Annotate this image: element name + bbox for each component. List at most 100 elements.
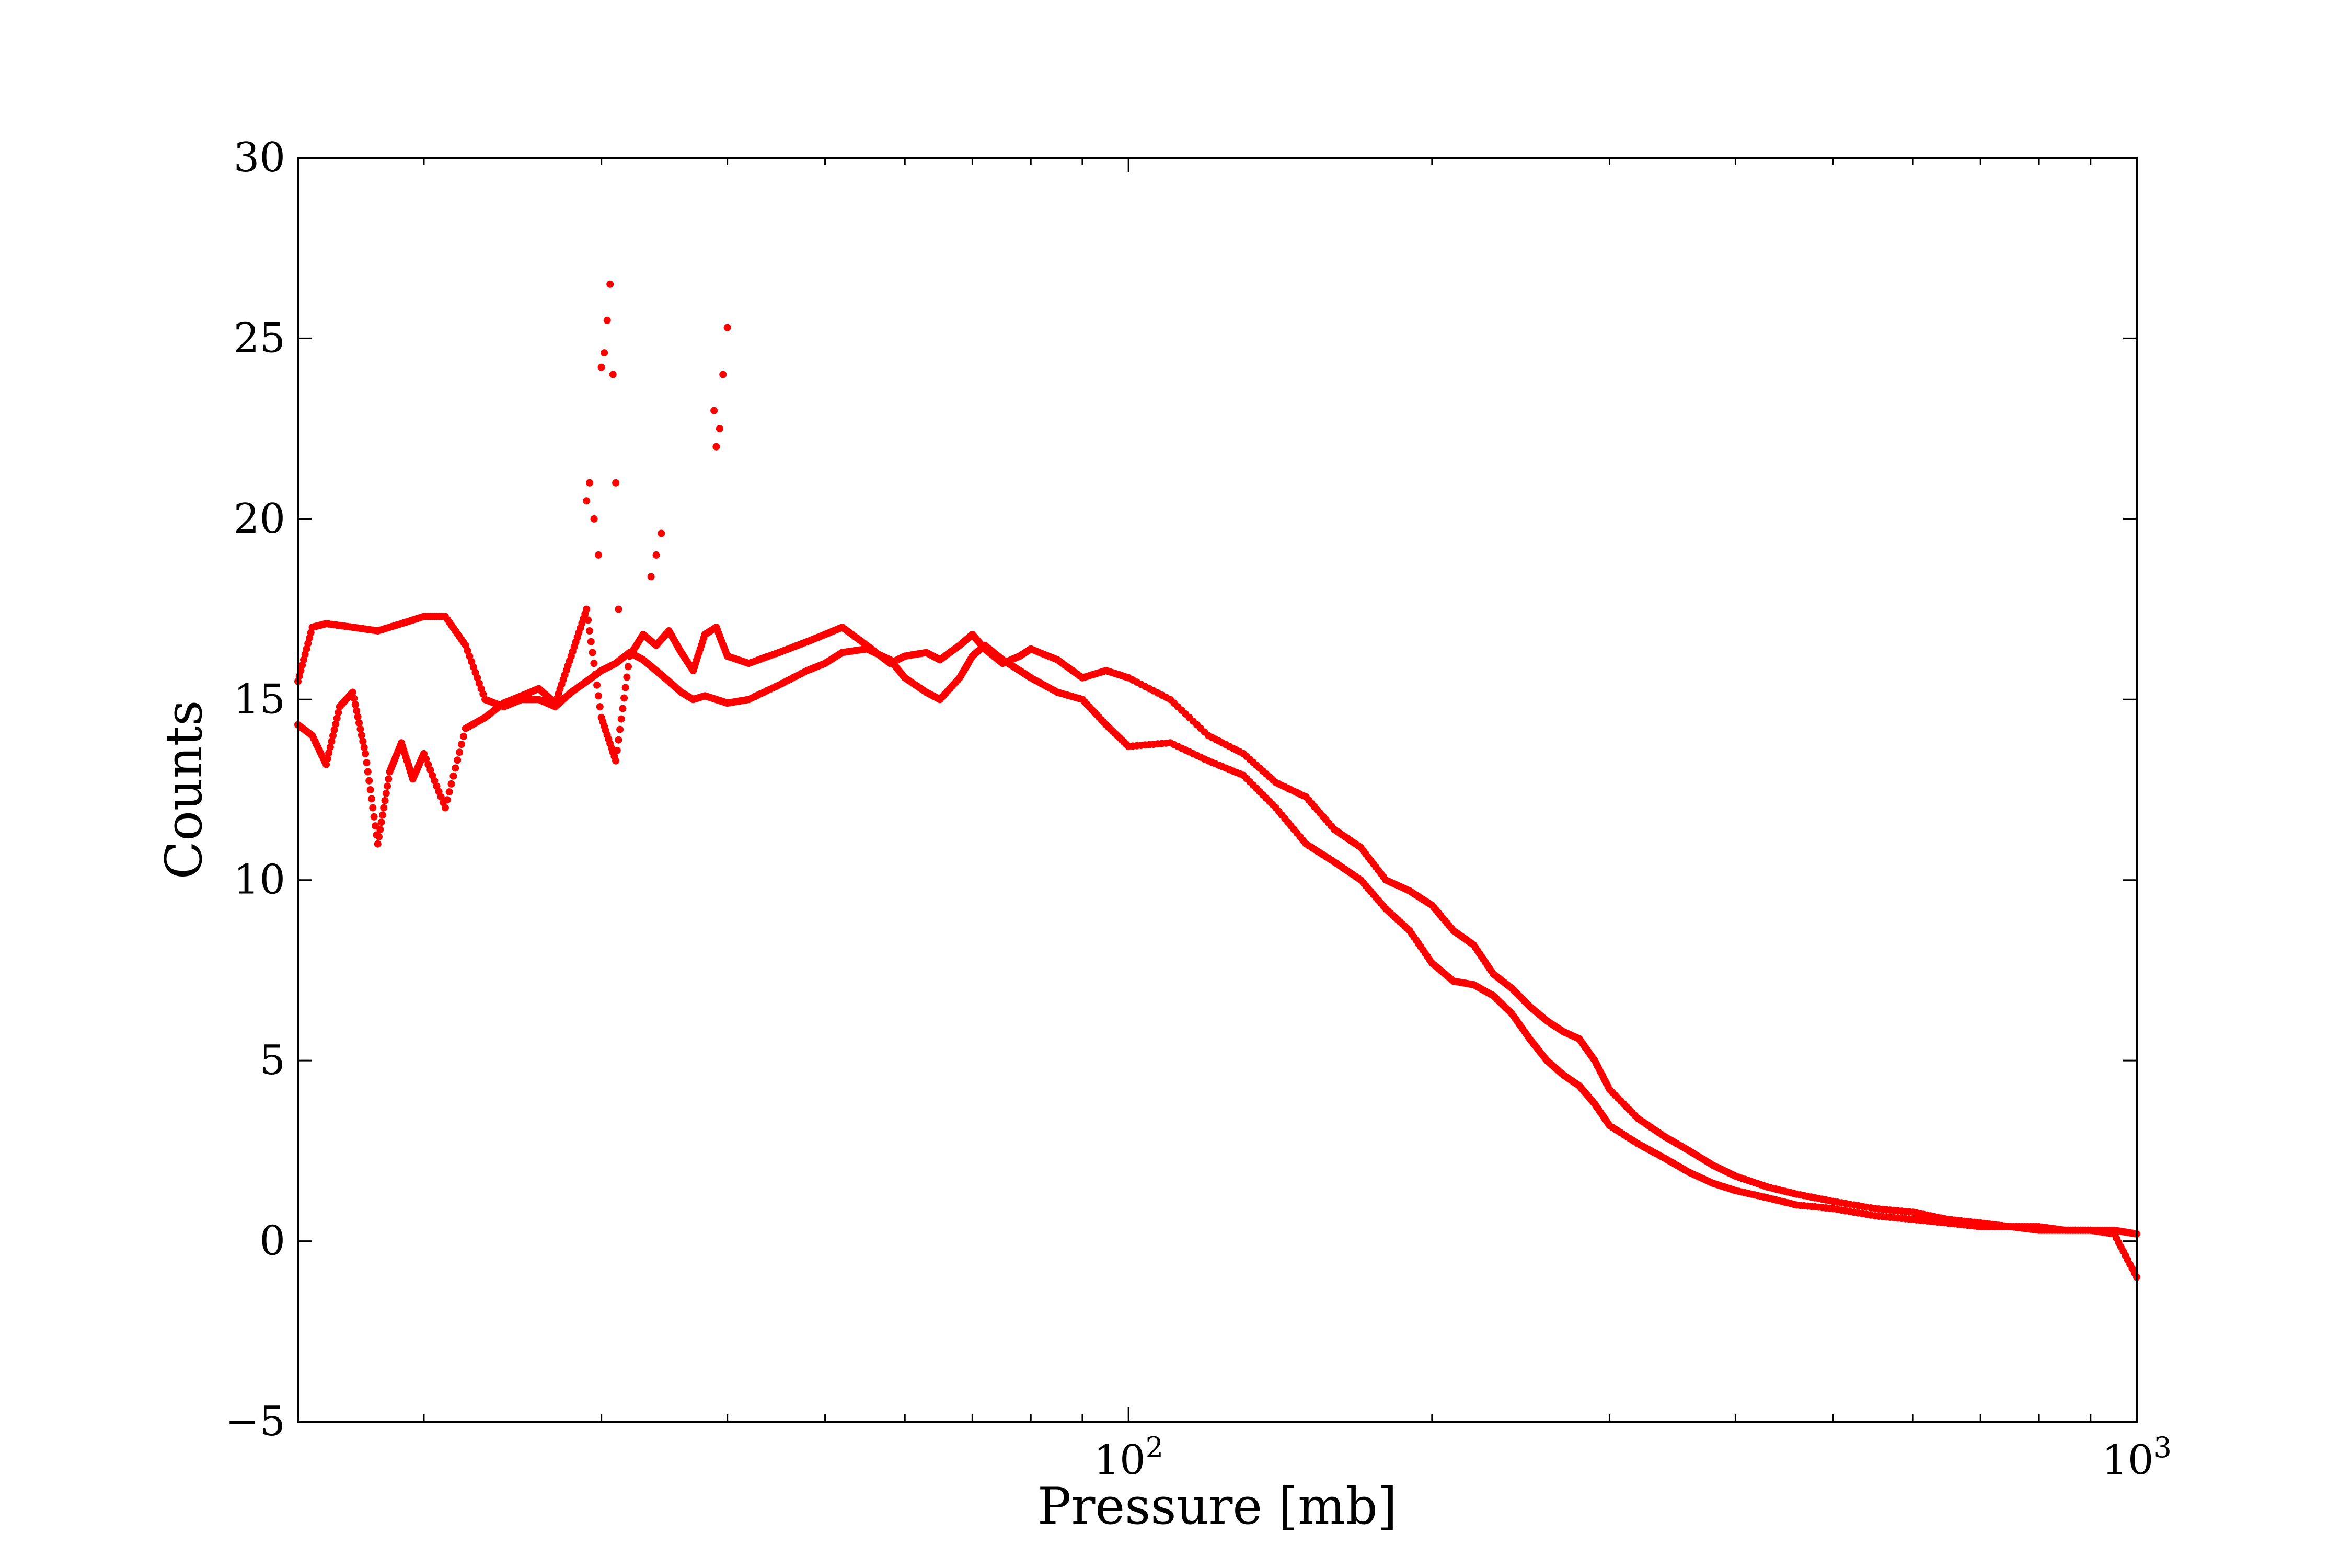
data-point-1-11 [441, 804, 449, 812]
data-point-1-21-1 [613, 746, 621, 754]
data-point-1-11-3 [447, 780, 455, 788]
data-point-2-18 [723, 324, 731, 331]
data-point-1-4-5 [355, 719, 363, 727]
data-point-1-2-6 [330, 726, 338, 734]
data-point-2-12 [652, 551, 660, 559]
data-point-1-6-8 [384, 782, 391, 790]
data-point-1-21-7 [621, 684, 629, 691]
x-tick-label-base-0: 10 [1093, 1437, 1145, 1484]
y-tick-label-4: 15 [234, 676, 285, 723]
y-tick-label-0: −5 [225, 1398, 285, 1445]
data-point-1-4-7 [358, 731, 365, 739]
y-tick-label-2: 5 [259, 1037, 285, 1084]
x-tick-label-0: 102 [1093, 1431, 1163, 1484]
data-point-1-21-5 [619, 705, 627, 712]
data-point-1-5-5 [367, 795, 375, 803]
data-point-1-2-2 [325, 749, 333, 757]
data-point-1-5-4 [366, 786, 374, 793]
data-point-2-10 [615, 605, 622, 613]
data-point-1-5-6 [369, 804, 377, 812]
data-point-2-8 [609, 371, 617, 378]
data-point-1-19-8 [595, 692, 602, 700]
x-axis-label: Pressure [mb] [1037, 1477, 1397, 1536]
data-point-2-9 [612, 479, 620, 487]
data-point-1-4-8 [359, 737, 367, 745]
data-point-2-6 [603, 316, 611, 324]
data-point-1-2-7 [332, 720, 340, 728]
y-tick-label-3: 10 [234, 857, 285, 904]
data-point-1-19-2 [585, 627, 593, 635]
data-point-1-4-3 [353, 707, 361, 714]
plot-frame [297, 157, 2138, 1423]
data-point-1-6-4 [378, 811, 386, 819]
data-point-2-3 [595, 551, 602, 559]
data-point-1-6-9 [385, 775, 393, 783]
data-point-1-11-1 [443, 796, 451, 804]
data-point-2-2 [590, 515, 598, 523]
data-point-1-5-3 [365, 777, 373, 785]
data-point-1-2-8 [333, 714, 341, 722]
data-point-2-16 [716, 425, 723, 433]
data-point-1-11-8 [458, 741, 465, 748]
data-point-2-1 [586, 479, 593, 487]
data-point-1-2-1 [324, 755, 331, 763]
y-tick-label-1: 0 [259, 1218, 285, 1265]
data-point-2-14 [710, 407, 718, 414]
data-point-1-21-8 [623, 673, 631, 681]
data-point-1-11-9 [459, 732, 467, 740]
data-point-1-6 [374, 840, 382, 848]
data-point-1-21-4 [617, 715, 625, 723]
data-point-1-6-6 [381, 797, 389, 804]
data-point-1-19-5 [590, 660, 598, 667]
data-point-1-11-5 [452, 764, 459, 772]
data-point-2-17 [719, 371, 727, 378]
data-point-2-15 [712, 443, 720, 451]
data-point-1-6-2 [376, 826, 384, 833]
data-point-1-19-4 [589, 649, 596, 656]
data-point-1-19-7 [593, 681, 601, 689]
data-point-1-6-3 [377, 818, 385, 826]
data-point-1-4-2 [351, 701, 359, 708]
data-point-2-4 [597, 363, 605, 371]
data-point-1-21-6 [620, 694, 628, 702]
data-point-1-5-7 [370, 813, 378, 821]
data-point-1-2-5 [329, 732, 337, 740]
y-tick-label-7: 30 [234, 134, 285, 181]
data-point-2-0 [583, 497, 591, 505]
data-point-1-11-6 [454, 756, 462, 764]
data-point-1-2 [322, 760, 330, 768]
x-tick-label-1: 103 [2102, 1431, 2172, 1484]
data-point-1-21 [612, 757, 620, 765]
y-tick-label-6: 25 [234, 315, 285, 362]
data-point-2-11 [647, 573, 655, 581]
data-point-1-21-3 [616, 725, 624, 733]
x-tick-label-exponent-0: 2 [1146, 1431, 1163, 1464]
data-point-1-21-2 [615, 736, 622, 744]
data-point-1-5-2 [364, 768, 372, 776]
data-point-1-11-7 [456, 748, 464, 756]
data-points-layer [294, 280, 2140, 1281]
data-point-2-5 [601, 349, 608, 357]
data-point-1-4-4 [354, 713, 362, 721]
y-tick-label-5: 20 [234, 495, 285, 543]
data-point-1-4-9 [360, 744, 368, 752]
data-point-1-4 [349, 688, 356, 696]
data-point-1-11-4 [449, 772, 457, 780]
data-point-1-2-4 [328, 737, 336, 745]
data-point-1-2-9 [335, 709, 342, 717]
data-point-1-4-1 [350, 695, 358, 702]
data-point-1-19 [583, 605, 591, 613]
data-point-1-6-5 [380, 804, 388, 812]
x-tick-label-exponent-1: 3 [2153, 1431, 2171, 1464]
data-point-2-13 [658, 529, 665, 537]
x-tick-label-base-1: 10 [2102, 1437, 2153, 1484]
data-point-1-5-1 [363, 759, 371, 767]
data-point-1-6-1 [375, 833, 383, 840]
data-point-1-19-6 [592, 670, 599, 678]
data-point-1-19-1 [584, 616, 592, 624]
data-point-1-4-6 [356, 725, 364, 733]
data-point-1-11-2 [445, 788, 453, 796]
